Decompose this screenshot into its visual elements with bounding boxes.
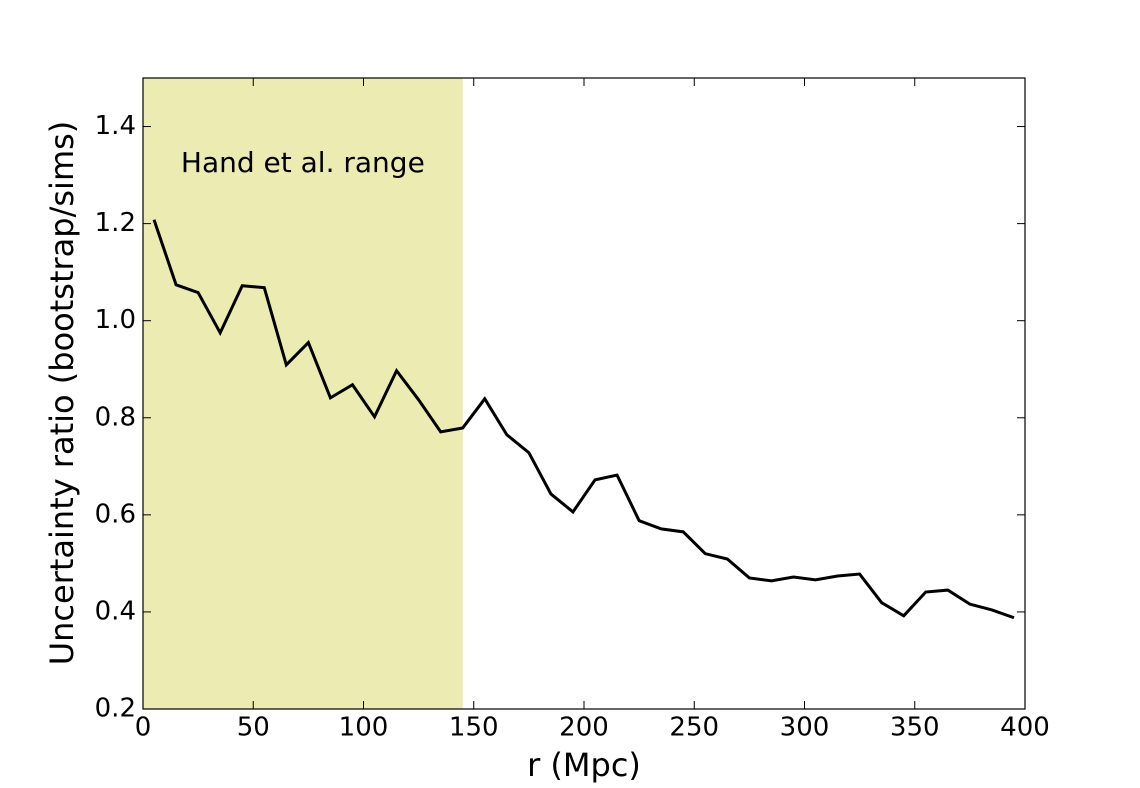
x-tick-label: 100: [339, 713, 389, 743]
y-tick-label: 0.6: [95, 499, 136, 529]
x-tick-label: 400: [1000, 713, 1050, 743]
x-tick-label: 200: [559, 713, 609, 743]
x-tick-label: 0: [135, 713, 152, 743]
y-tick-label: 0.4: [95, 596, 136, 626]
y-axis-label: Uncertainty ratio (bootstrap/sims): [43, 121, 81, 666]
y-tick-label: 1.0: [95, 305, 136, 335]
annotation: Hand et al. range: [181, 146, 425, 179]
x-tick-label: 350: [890, 713, 940, 743]
x-tick-label: 250: [669, 713, 719, 743]
y-tick-label: 1.4: [95, 111, 136, 141]
highlight-span: [143, 78, 463, 709]
x-axis-label: r (Mpc): [527, 746, 641, 784]
y-tick-label: 1.2: [95, 208, 136, 238]
x-tick-label: 50: [237, 713, 270, 743]
x-tick-label: 300: [780, 713, 830, 743]
data-line: [152, 219, 1015, 620]
y-tick-label: 0.2: [95, 694, 136, 724]
y-tick-label: 0.8: [95, 402, 136, 432]
x-tick-label: 150: [449, 713, 499, 743]
plot-frame: [142, 77, 1026, 710]
